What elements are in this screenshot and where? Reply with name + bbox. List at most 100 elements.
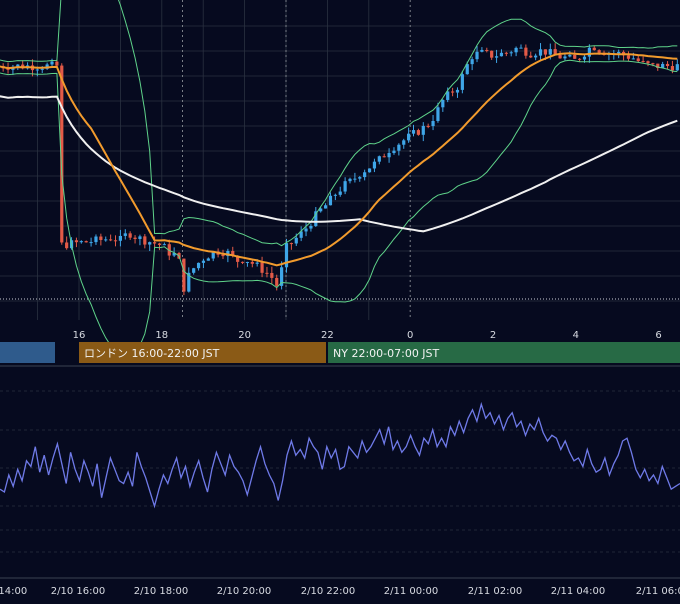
- candle[interactable]: [582, 56, 587, 60]
- candle[interactable]: [231, 250, 235, 256]
- candle[interactable]: [40, 68, 44, 70]
- candle[interactable]: [187, 272, 191, 292]
- candle[interactable]: [441, 99, 445, 108]
- candle[interactable]: [372, 161, 377, 169]
- candle[interactable]: [89, 242, 93, 244]
- candle[interactable]: [470, 59, 474, 65]
- candle[interactable]: [275, 277, 279, 286]
- candle[interactable]: [138, 236, 142, 239]
- price-panel[interactable]: [0, 43, 679, 296]
- candle[interactable]: [675, 64, 679, 71]
- candle[interactable]: [377, 156, 381, 162]
- candle[interactable]: [260, 262, 264, 273]
- candle[interactable]: [280, 267, 284, 286]
- candle[interactable]: [304, 228, 308, 232]
- candle[interactable]: [641, 61, 645, 63]
- candle[interactable]: [192, 268, 196, 273]
- candle[interactable]: [646, 61, 650, 64]
- candle[interactable]: [485, 49, 489, 51]
- candle[interactable]: [250, 261, 254, 264]
- candle[interactable]: [411, 130, 416, 134]
- candle[interactable]: [84, 241, 88, 243]
- candle[interactable]: [60, 65, 64, 243]
- candle[interactable]: [314, 211, 318, 226]
- candle[interactable]: [504, 52, 508, 54]
- candle[interactable]: [563, 56, 567, 59]
- candle[interactable]: [499, 52, 504, 57]
- candle[interactable]: [592, 47, 596, 51]
- candle[interactable]: [74, 240, 79, 243]
- candle[interactable]: [323, 205, 328, 209]
- candle[interactable]: [431, 120, 435, 127]
- candle[interactable]: [367, 168, 372, 173]
- candle[interactable]: [196, 262, 201, 269]
- candle[interactable]: [524, 47, 528, 56]
- candle[interactable]: [35, 69, 39, 71]
- candle[interactable]: [475, 51, 479, 60]
- candle[interactable]: [348, 178, 352, 182]
- candle[interactable]: [309, 225, 313, 229]
- candle[interactable]: [446, 91, 450, 100]
- candle[interactable]: [426, 125, 430, 127]
- candle[interactable]: [626, 55, 631, 59]
- rsi-panel[interactable]: [0, 401, 680, 509]
- candle[interactable]: [123, 233, 127, 236]
- candle[interactable]: [480, 49, 484, 52]
- candle[interactable]: [270, 272, 274, 278]
- candle[interactable]: [133, 237, 137, 239]
- candle[interactable]: [284, 243, 289, 268]
- candle[interactable]: [597, 50, 601, 53]
- candle[interactable]: [651, 63, 655, 65]
- candle[interactable]: [294, 237, 298, 244]
- candle[interactable]: [407, 133, 411, 141]
- candle[interactable]: [568, 54, 572, 57]
- candle[interactable]: [104, 239, 108, 241]
- rsi-line[interactable]: [0, 401, 680, 509]
- candle[interactable]: [436, 107, 440, 121]
- candle[interactable]: [363, 172, 367, 178]
- candle[interactable]: [490, 50, 494, 58]
- candle[interactable]: [79, 241, 83, 243]
- candle[interactable]: [240, 261, 245, 263]
- candle[interactable]: [450, 91, 455, 93]
- candle[interactable]: [397, 144, 401, 151]
- candle[interactable]: [94, 236, 98, 243]
- candle[interactable]: [353, 178, 357, 180]
- candle[interactable]: [148, 242, 152, 245]
- candle[interactable]: [255, 262, 259, 264]
- candle[interactable]: [333, 194, 337, 196]
- candle[interactable]: [656, 63, 660, 68]
- candle[interactable]: [578, 58, 582, 60]
- candle[interactable]: [299, 231, 303, 238]
- candle[interactable]: [328, 195, 333, 206]
- candle[interactable]: [519, 47, 523, 49]
- candle[interactable]: [529, 55, 533, 58]
- candle[interactable]: [236, 255, 240, 262]
- candle[interactable]: [617, 51, 621, 54]
- candle[interactable]: [392, 150, 396, 154]
- candle[interactable]: [665, 63, 670, 67]
- candle[interactable]: [201, 260, 206, 263]
- candle[interactable]: [338, 191, 342, 195]
- candle[interactable]: [206, 258, 210, 261]
- candle[interactable]: [211, 251, 215, 259]
- candle[interactable]: [509, 52, 513, 54]
- candle[interactable]: [16, 64, 20, 67]
- candle[interactable]: [162, 244, 166, 246]
- candle[interactable]: [587, 47, 591, 57]
- candle[interactable]: [553, 49, 557, 55]
- candle[interactable]: [514, 47, 518, 53]
- candle[interactable]: [661, 63, 665, 68]
- candle[interactable]: [99, 236, 103, 240]
- candle[interactable]: [636, 58, 640, 62]
- candle[interactable]: [55, 61, 59, 66]
- candle[interactable]: [182, 258, 186, 292]
- candle[interactable]: [402, 140, 406, 145]
- candle[interactable]: [387, 153, 391, 158]
- candle[interactable]: [143, 236, 147, 245]
- candle[interactable]: [50, 61, 54, 65]
- candle[interactable]: [558, 54, 562, 59]
- candle[interactable]: [118, 235, 122, 241]
- candle[interactable]: [343, 181, 347, 192]
